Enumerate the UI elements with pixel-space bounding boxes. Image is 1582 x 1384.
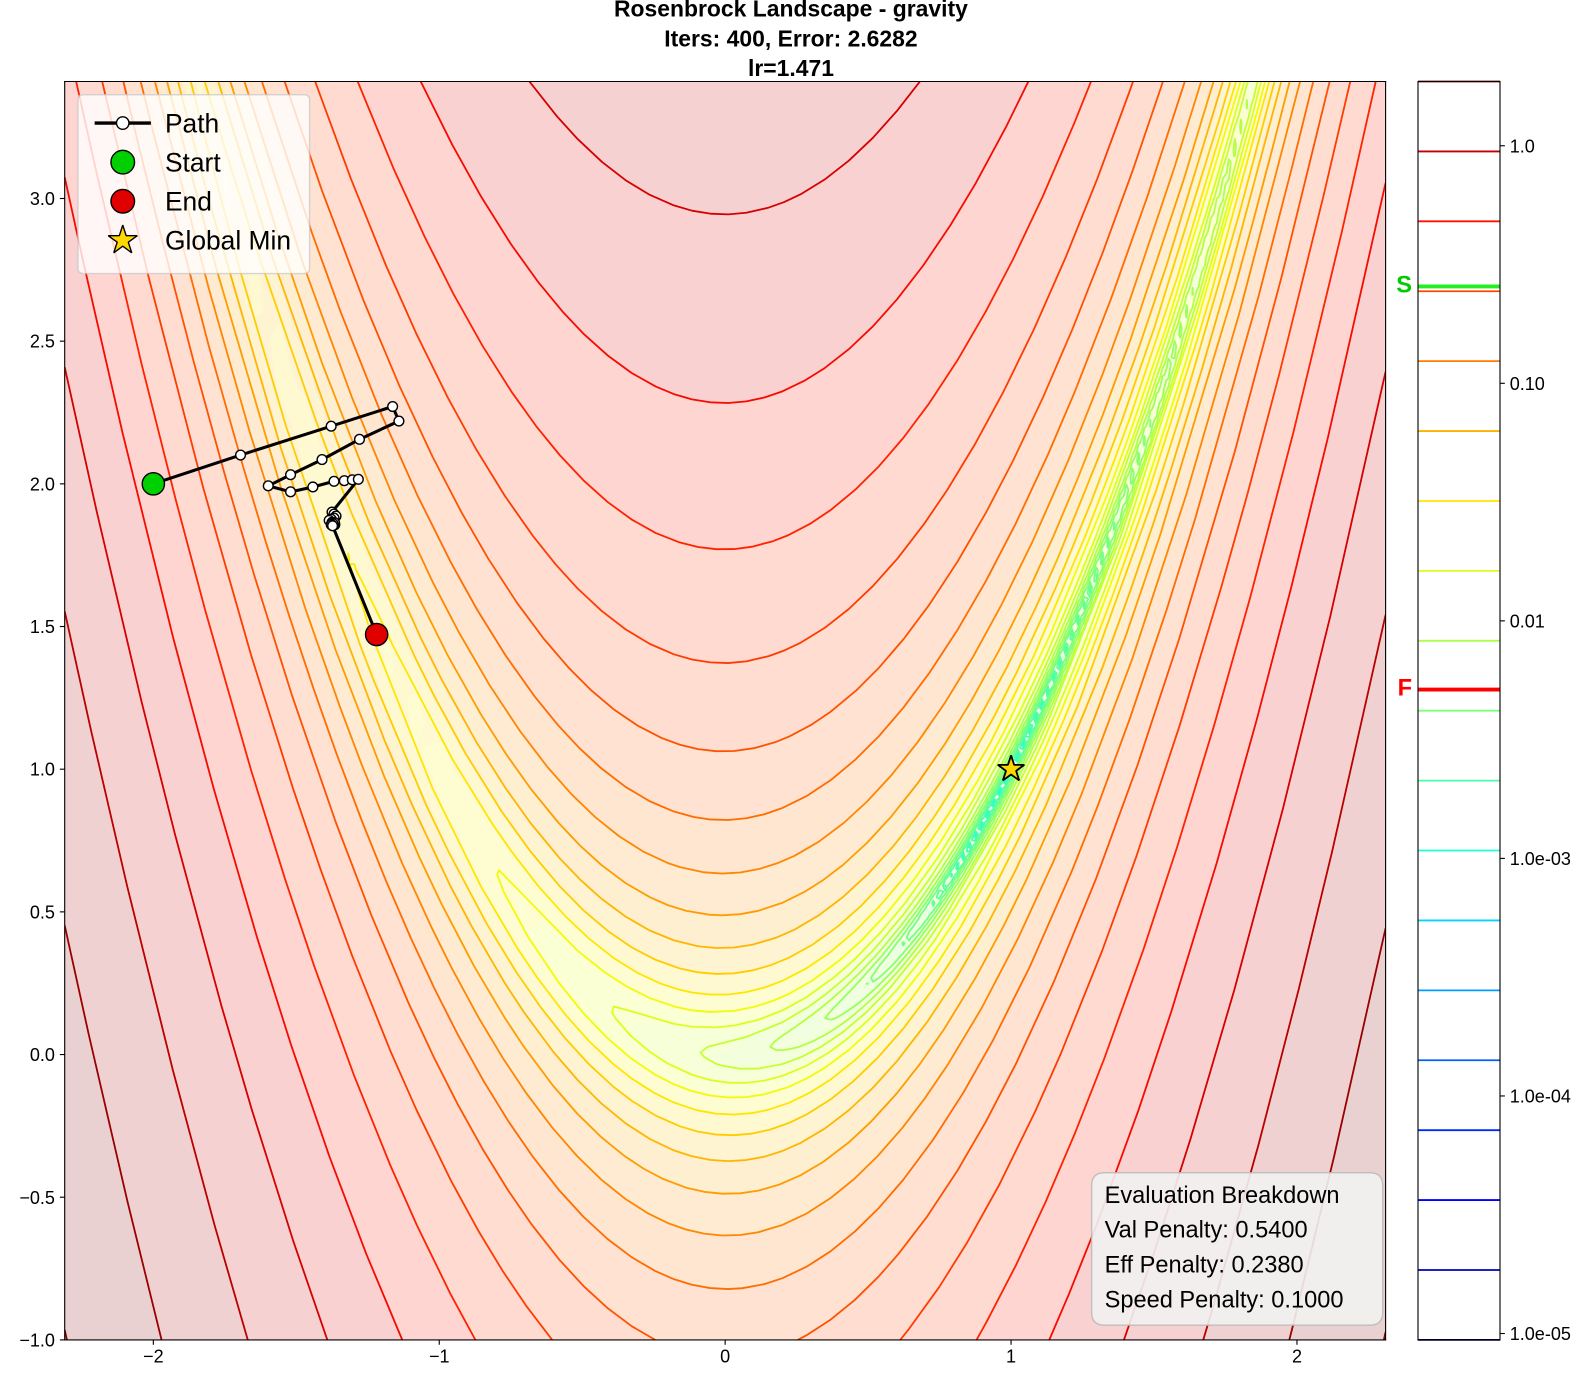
svg-text:−0.5: −0.5: [19, 1188, 55, 1208]
svg-text:Val Penalty: 0.5400: Val Penalty: 0.5400: [1105, 1218, 1308, 1244]
svg-text:End: End: [165, 187, 212, 217]
svg-text:Iters: 400, Error: 2.6282: Iters: 400, Error: 2.6282: [664, 25, 917, 51]
svg-text:1.0: 1.0: [30, 760, 55, 780]
svg-text:Path: Path: [165, 108, 219, 138]
svg-text:1: 1: [1006, 1347, 1016, 1367]
svg-text:Rosenbrock Landscape - gravity: Rosenbrock Landscape - gravity: [614, 0, 968, 22]
svg-text:2: 2: [1292, 1347, 1302, 1367]
svg-text:Evaluation Breakdown: Evaluation Breakdown: [1105, 1183, 1340, 1209]
svg-text:−2: −2: [143, 1347, 164, 1367]
svg-text:1.0: 1.0: [1510, 136, 1535, 156]
svg-text:Eff Penalty: 0.2380: Eff Penalty: 0.2380: [1105, 1252, 1304, 1278]
svg-text:0: 0: [720, 1347, 730, 1367]
svg-text:−1.0: −1.0: [19, 1330, 55, 1350]
svg-text:lr=1.471: lr=1.471: [748, 55, 834, 81]
svg-text:S: S: [1396, 273, 1412, 299]
svg-text:Start: Start: [165, 147, 221, 177]
svg-text:0.01: 0.01: [1510, 611, 1545, 631]
svg-text:F: F: [1398, 676, 1412, 702]
svg-text:2.0: 2.0: [30, 474, 55, 494]
svg-text:Global Min: Global Min: [165, 226, 291, 256]
svg-text:0.10: 0.10: [1510, 374, 1545, 394]
svg-text:2.5: 2.5: [30, 332, 55, 352]
svg-text:Speed Penalty: 0.1000: Speed Penalty: 0.1000: [1105, 1287, 1344, 1313]
svg-text:1.0e-05: 1.0e-05: [1510, 1324, 1571, 1344]
svg-text:1.5: 1.5: [30, 617, 55, 637]
svg-text:0.5: 0.5: [30, 902, 55, 922]
svg-text:1.0e-04: 1.0e-04: [1510, 1087, 1571, 1107]
svg-text:−1: −1: [429, 1347, 450, 1367]
svg-text:0.0: 0.0: [30, 1045, 55, 1065]
svg-text:3.0: 3.0: [30, 189, 55, 209]
svg-text:1.0e-03: 1.0e-03: [1510, 849, 1571, 869]
